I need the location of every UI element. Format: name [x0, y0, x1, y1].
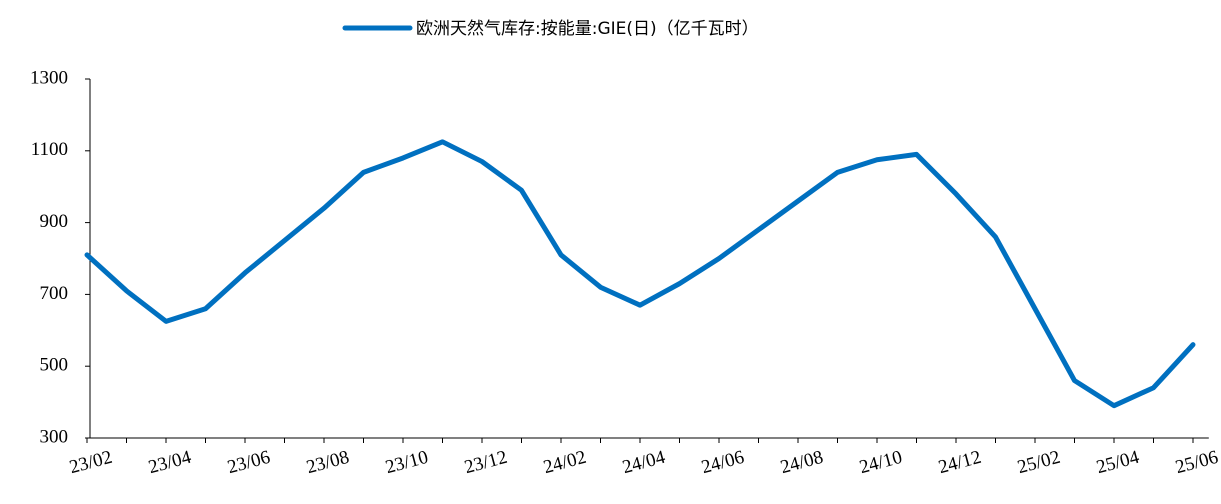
x-tick-label: 24/06: [699, 447, 746, 478]
y-tick-label: 500: [40, 355, 69, 376]
x-tick-label: 23/02: [67, 447, 114, 478]
x-tick-label: 24/12: [936, 447, 983, 478]
y-tick-label: 900: [40, 211, 69, 232]
x-tick-label: 23/04: [146, 447, 194, 479]
x-tick-label: 24/10: [857, 447, 904, 478]
y-tick-label: 300: [40, 426, 69, 447]
legend-label: 欧洲天然气库存:按能量:GIE(日)（亿千瓦时）: [416, 19, 759, 39]
x-tick-label: 24/08: [778, 447, 825, 478]
x-tick-label: 24/02: [541, 447, 588, 478]
x-tick-label: 23/06: [225, 447, 272, 478]
x-tick-label: 25/06: [1173, 447, 1220, 478]
y-tick-label: 1300: [30, 67, 68, 88]
x-tick-label: 24/04: [620, 447, 668, 479]
x-tick-label: 23/08: [304, 447, 351, 478]
x-tick-label: 23/10: [383, 447, 430, 478]
y-tick-label: 1100: [31, 139, 68, 160]
x-tick-label: 25/04: [1094, 447, 1142, 479]
series-line: [84, 139, 1196, 409]
x-tick-label: 25/02: [1015, 447, 1062, 478]
x-tick-label: 23/12: [462, 447, 509, 478]
y-tick-label: 700: [40, 283, 69, 304]
